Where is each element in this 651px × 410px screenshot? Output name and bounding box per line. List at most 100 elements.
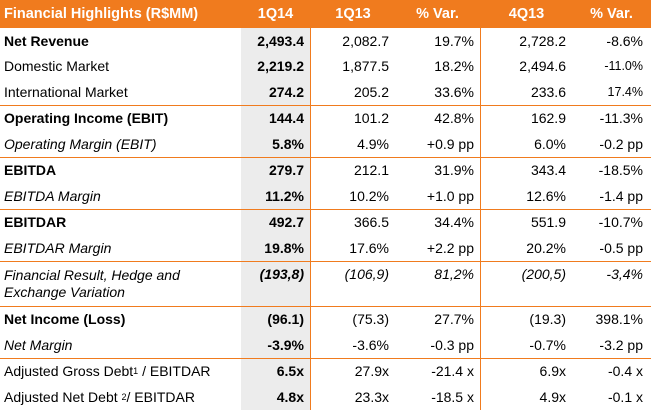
cell-var-1: 19.7% — [395, 28, 481, 54]
cell-1q13: 212.1 — [353, 162, 389, 179]
header-var-2: % Var. — [590, 6, 633, 22]
row-label-text: Adjusted Gross Debt — [4, 363, 134, 380]
cell-4q13: 2,728.2 — [519, 32, 566, 49]
cell-1q13: 17.6% — [349, 239, 389, 256]
cell-1q14: 6.5x — [241, 358, 311, 384]
table-row: EBITDAR Margin 19.8% 17.6% +2.2 pp 20.2%… — [0, 235, 651, 261]
cell-1q13: 101.2 — [353, 110, 389, 127]
row-label: Operating Margin (EBIT) — [4, 135, 157, 152]
cell-4q13: 162.9 — [530, 110, 566, 127]
cell-1q14: 5.8% — [241, 131, 311, 157]
cell-1q13: (106,9) — [344, 265, 389, 282]
cell-4q13: 12.6% — [526, 187, 566, 204]
row-label: EBITDA — [4, 162, 57, 179]
cell-var-2: -11.3% — [599, 110, 643, 127]
row-label: Domestic Market — [4, 58, 110, 75]
cell-4q13: 20.2% — [526, 239, 566, 256]
cell-var-1: 34.4% — [395, 209, 481, 235]
cell-1q14: 19.8% — [241, 235, 311, 261]
cell-4q13: 343.4 — [530, 162, 566, 179]
cell-1q14: 274.2 — [241, 79, 311, 105]
cell-4q13: 6.9x — [539, 363, 566, 380]
row-label: EBITDAR — [4, 214, 67, 231]
cell-var-2: -3,4% — [606, 265, 643, 282]
row-label: Adjusted Net Debt 2/ EBITDAR — [4, 388, 195, 405]
cell-var-1: +0.9 pp — [395, 131, 481, 157]
table-row: International Market 274.2 205.2 33.6% 2… — [0, 79, 651, 105]
header-1q14: 1Q14 — [241, 6, 311, 22]
cell-4q13: 233.6 — [530, 83, 566, 100]
cell-1q14: 492.7 — [241, 209, 311, 235]
cell-4q13: -0.7% — [529, 336, 566, 353]
table-row: Domestic Market 2,219.2 1,877.5 18.2% 2,… — [0, 53, 651, 79]
cell-1q14: 279.7 — [241, 157, 311, 183]
row-label: Financial Result, Hedge and Exchange Var… — [4, 266, 180, 300]
table-row: Adjusted Gross Debt 1 / EBITDAR 6.5x 27.9… — [0, 357, 651, 384]
row-label: Net Income (Loss) — [4, 311, 126, 328]
cell-1q14: -3.9% — [241, 332, 311, 358]
row-label: EBITDA Margin — [4, 187, 101, 204]
cell-var-2: -18.5% — [598, 162, 643, 179]
cell-var-2: 398.1% — [595, 311, 643, 328]
cell-var-1: 42.8% — [395, 105, 481, 131]
row-label: EBITDAR Margin — [4, 239, 112, 256]
cell-1q13: 10.2% — [349, 187, 389, 204]
row-label-text: Adjusted Net Debt — [4, 388, 122, 405]
cell-var-1: -18.5 x — [395, 384, 481, 410]
table-row: Financial Result, Hedge and Exchange Var… — [0, 260, 651, 306]
cell-var-1: -0.3 pp — [395, 332, 481, 358]
table-row: Adjusted Net Debt 2/ EBITDAR 4.8x 23.3x … — [0, 384, 651, 410]
cell-var-2: -11.0% — [604, 59, 643, 74]
cell-1q13: 4.9% — [357, 135, 389, 152]
cell-1q14: 11.2% — [241, 183, 311, 209]
cell-1q14: (96.1) — [241, 306, 311, 332]
table-header: Financial Highlights (R$MM) 1Q14 1Q13 % … — [0, 0, 651, 28]
cell-var-2: -1.4 pp — [599, 187, 643, 204]
cell-var-2: -0.1 x — [607, 388, 643, 405]
cell-var-1: +2.2 pp — [395, 235, 481, 261]
cell-1q13: 1,877.5 — [342, 58, 389, 75]
cell-var-1: 18.2% — [395, 53, 481, 79]
table-row: EBITDA Margin 11.2% 10.2% +1.0 pp 12.6% … — [0, 183, 651, 209]
cell-1q14: 144.4 — [241, 105, 311, 131]
cell-var-2: -10.7% — [598, 214, 643, 231]
row-label-suffix: / EBITDAR — [138, 363, 211, 380]
header-var-1: % Var. — [395, 6, 481, 22]
header-4q13: 4Q13 — [508, 6, 545, 22]
row-label: Operating Income (EBIT) — [4, 110, 169, 127]
header-1q13: 1Q13 — [335, 6, 371, 22]
row-label: Net Margin — [4, 336, 73, 353]
cell-1q13: 205.2 — [353, 83, 389, 100]
row-label-suffix: / EBITDAR — [126, 388, 195, 405]
cell-1q14: (193,8) — [241, 261, 311, 306]
cell-4q13: (200,5) — [521, 265, 566, 282]
cell-var-1: 33.6% — [395, 79, 481, 105]
cell-1q14: 2,493.4 — [241, 28, 311, 54]
cell-1q13: 2,082.7 — [342, 32, 389, 49]
table-row: EBITDAR 492.7 366.5 34.4% 551.9 -10.7% — [0, 208, 651, 235]
table-row: Operating Margin (EBIT) 5.8% 4.9% +0.9 p… — [0, 131, 651, 157]
cell-1q14: 2,219.2 — [241, 53, 311, 79]
header-title: Financial Highlights (R$MM) — [4, 6, 199, 22]
cell-4q13: 551.9 — [530, 214, 566, 231]
cell-1q13: (75.3) — [352, 311, 389, 328]
cell-var-2: -3.2 pp — [599, 336, 643, 353]
cell-var-2: -8.6% — [606, 32, 643, 49]
cell-1q13: 27.9x — [354, 363, 389, 380]
cell-4q13: (19.3) — [529, 311, 566, 328]
cell-var-2: -0.4 x — [607, 363, 643, 380]
cell-var-2: 17.4% — [607, 84, 643, 99]
cell-var-1: -21.4 x — [395, 358, 481, 384]
row-label: Net Revenue — [4, 32, 89, 49]
cell-4q13: 4.9x — [539, 388, 566, 405]
row-label: Adjusted Gross Debt 1 / EBITDAR — [4, 363, 211, 380]
cell-1q13: 23.3x — [354, 388, 389, 405]
cell-4q13: 6.0% — [534, 135, 566, 152]
cell-var-1: 27.7% — [395, 306, 481, 332]
table-row: Net Income (Loss) (96.1) (75.3) 27.7% (1… — [0, 305, 651, 332]
cell-var-2: -0.2 pp — [599, 135, 643, 152]
table-row: EBITDA 279.7 212.1 31.9% 343.4 -18.5% — [0, 156, 651, 183]
cell-var-1: 81,2% — [395, 261, 481, 306]
cell-4q13: 2,494.6 — [519, 58, 566, 75]
